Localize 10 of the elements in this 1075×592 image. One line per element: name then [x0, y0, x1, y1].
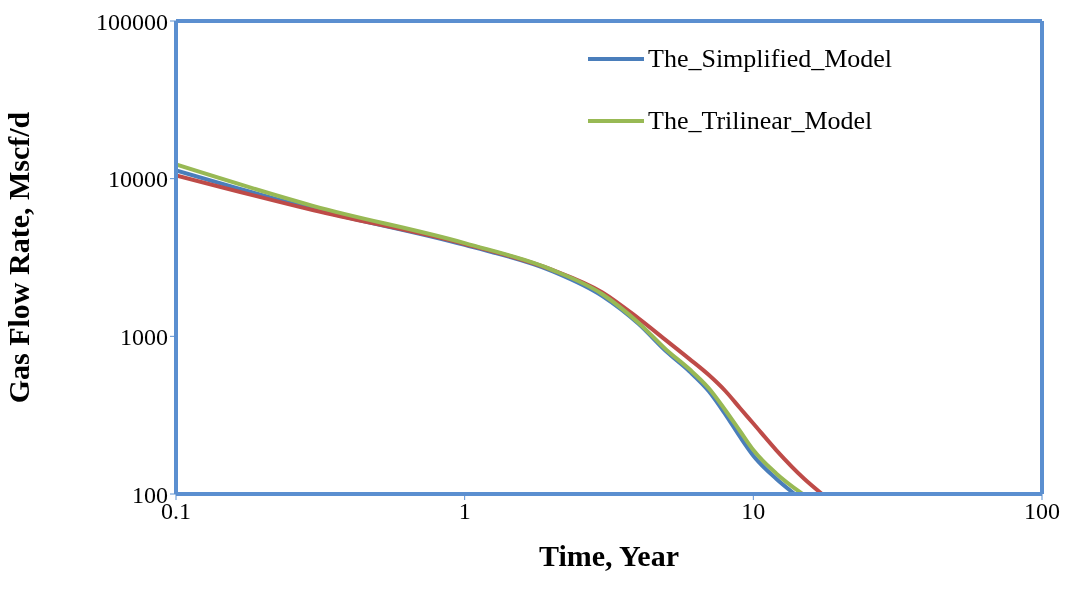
y-tick-label: 10000 [108, 166, 168, 193]
y-axis-title: Gas Flow Rate, Mscf/d [1, 111, 35, 404]
x-axis-title: Time, Year [539, 539, 679, 572]
legend-label: The_Simplified_Model [648, 44, 893, 74]
y-tick-label: 100000 [96, 8, 168, 35]
y-tick-label: 1000 [120, 323, 168, 350]
legend-label: The_Trilinear_Model [648, 106, 873, 136]
x-tick-label: 1 [458, 498, 471, 525]
x-tick-label: 100 [1024, 498, 1060, 525]
x-tick-label: 10 [741, 498, 766, 525]
